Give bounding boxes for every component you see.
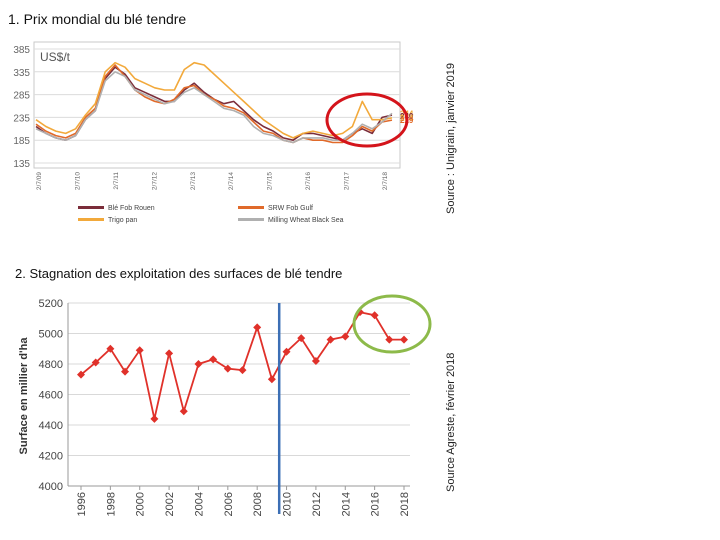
chart1-y-tick-label: 285	[13, 91, 30, 102]
chart2-data-point	[223, 364, 232, 373]
chart1-y-tick-label: 385	[13, 45, 30, 56]
chart1-series-line	[35, 70, 393, 144]
chart2-y-tick-label: 5200	[39, 298, 63, 310]
chart2-x-tick-label: 2000	[135, 492, 147, 516]
chart2-data-point	[311, 356, 320, 365]
legend-swatch-rouen	[78, 206, 104, 209]
chart2-x-tick-label: 2008	[252, 492, 264, 516]
legend-label-rouen: Blé Fob Rouen	[108, 205, 155, 212]
chart2-x-tick-label: 2018	[399, 492, 411, 516]
chart1-x-tick-label: 2/7/14	[228, 172, 235, 190]
chart1-y-tick-label: 335	[13, 68, 30, 79]
chart2-data-point	[209, 355, 218, 364]
chart1-legend: Blé Fob Rouen SRW Fob Gulf Trigo pan Mil…	[78, 205, 344, 224]
chart2-source: Source Agreste, février 2018	[445, 352, 457, 492]
chart2-data-point	[91, 358, 100, 367]
chart1-x-tick-label: 2/7/11	[113, 172, 120, 190]
chart2-data-point	[150, 414, 159, 423]
chart2-x-tick-label: 2014	[340, 492, 352, 516]
chart2-data-point	[253, 323, 262, 332]
chart1-y-tick-label: 235	[13, 113, 30, 124]
chart2-data-point	[282, 347, 291, 356]
chart2-x-tick-label: 2016	[370, 492, 382, 516]
chart1-x-tick-label: 2/7/10	[74, 172, 81, 190]
chart2-data-point	[267, 375, 276, 384]
chart1-wheat-price: 385 335 285 235 185 135 2/7/09 2/7/10 2/7/11 2/7…	[13, 41, 414, 224]
legend-label-srw: SRW Fob Gulf	[268, 205, 313, 212]
chart2-data-point	[370, 311, 379, 320]
legend-swatch-blacksea	[238, 218, 264, 221]
chart2-data-point	[400, 335, 408, 344]
chart2-x-tick-label: 2004	[193, 492, 205, 516]
chart2-y-tick-label: 4400	[39, 420, 63, 432]
chart2-data-point	[165, 349, 174, 358]
chart1-x-tick-label: 2/7/16	[305, 172, 312, 190]
chart2-data-point	[297, 334, 306, 343]
chart2-data-point	[326, 335, 335, 344]
chart2-data-point	[106, 344, 115, 353]
chart2-x-tick-label: 2010	[282, 492, 294, 516]
chart1-x-tick-label: 2/7/13	[190, 172, 197, 190]
chart2-y-tick-label: 4000	[39, 481, 63, 493]
legend-swatch-trigo	[78, 218, 104, 221]
chart2-data-point	[194, 360, 203, 368]
legend-label-trigo: Trigo pan	[108, 217, 137, 224]
chart1-y-tick-label: 185	[13, 136, 30, 147]
chart1-x-tick-label: 2/7/15	[267, 172, 274, 190]
chart2-data-point	[135, 346, 144, 355]
red-highlight-circle	[325, 92, 409, 148]
chart1-x-tick-label: 2/7/18	[382, 172, 389, 190]
chart2-data-point	[121, 367, 130, 376]
chart2-x-tick-label: 2012	[311, 492, 323, 516]
chart1-x-tick-label: 2/7/12	[151, 172, 158, 190]
chart2-wheat-surface: 4000 4200 4400 4600 4800 5000 5200 1996 1998 200…	[18, 294, 432, 516]
chart2-x-tick-label: 1998	[105, 492, 117, 516]
chart2-y-tick-label: 4600	[39, 390, 63, 402]
green-highlight-circle	[352, 294, 432, 354]
chart2-title: 2. Stagnation des exploitation des surfa…	[15, 266, 343, 281]
chart2-x-tick-label: 1996	[76, 492, 88, 516]
chart2-y-tick-label: 5000	[39, 329, 63, 341]
chart2-y-tick-label: 4800	[39, 359, 63, 371]
chart2-x-tick-label: 2006	[223, 492, 235, 516]
chart2-y-axis-label: Surface en millier d'ha	[18, 337, 30, 455]
chart1-x-tick-label: 2/7/09	[36, 172, 43, 190]
legend-label-blacksea: Milling Wheat Black Sea	[268, 217, 344, 224]
chart1-unit-label: US$/t	[40, 50, 71, 64]
chart1-plot-area	[33, 41, 401, 169]
chart1-x-tick-label: 2/7/17	[344, 172, 351, 190]
chart2-data-point	[385, 335, 394, 344]
chart2-y-tick-label: 4200	[39, 451, 63, 463]
chart2-data-point	[238, 366, 247, 375]
chart1-y-tick-label: 135	[13, 159, 30, 170]
chart2-x-tick-label: 2002	[164, 492, 176, 516]
chart1-title: 1. Prix mondial du blé tendre	[8, 11, 187, 27]
legend-swatch-srw	[238, 206, 264, 209]
chart2-data-point	[341, 332, 350, 341]
chart1-source: Source : Unigrain, janvier 2019	[445, 62, 457, 214]
chart2-data-point	[77, 370, 85, 379]
chart2-data-point	[179, 407, 188, 416]
